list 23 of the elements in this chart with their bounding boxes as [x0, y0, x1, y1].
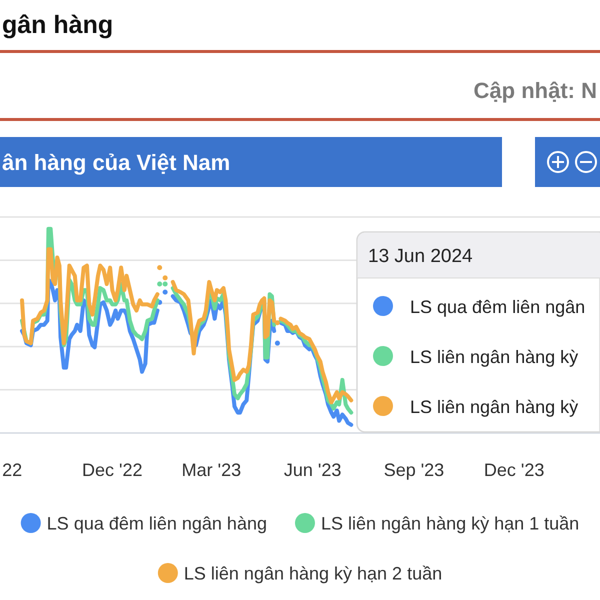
legend-label: LS liên ngân hàng kỳ hạn 2 tuần — [184, 564, 442, 584]
point — [274, 320, 280, 326]
point — [157, 265, 162, 270]
x-tick-label: Dec '22 — [82, 460, 143, 480]
point — [162, 290, 168, 295]
x-tick-label: Sep '23 — [384, 460, 444, 480]
legend-label: LS qua đêm liên ngân hàng — [46, 514, 267, 534]
point — [162, 275, 168, 280]
x-tick-label: Mar '23 — [182, 460, 242, 480]
annotation: LS liên ngân hàng kỳ — [410, 347, 578, 367]
chart-title: gân hàng — [2, 11, 114, 39]
x-tick-label: Jun '23 — [284, 460, 342, 480]
legend-label: LS liên ngân hàng kỳ hạn 1 tuần — [320, 514, 580, 534]
x-tick-label: 22 — [2, 460, 22, 480]
text: Cập nhật: N — [474, 78, 597, 103]
point — [162, 281, 168, 286]
chart-subtitle: ân hàng của Việt Nam — [2, 150, 230, 175]
annotation: LS liên ngân hàng kỳ — [410, 397, 578, 417]
point — [157, 281, 162, 286]
annotation: 13 Jun 2024 — [368, 246, 474, 267]
annotation: LS qua đêm liên ngân — [410, 297, 586, 317]
x-tick-label: Dec '23 — [484, 460, 544, 480]
point — [274, 340, 280, 346]
